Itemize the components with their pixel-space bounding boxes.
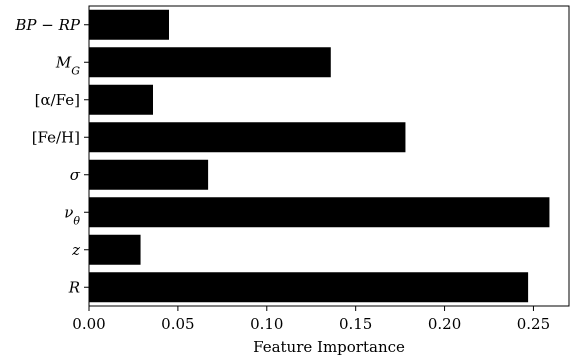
bars-group (89, 9, 550, 303)
y-tick-label-2: [α/Fe] (35, 91, 80, 109)
y-tick-label-7: R (68, 278, 80, 296)
x-tick-label-4: 0.20 (428, 315, 461, 333)
x-tick-label-3: 0.15 (339, 315, 372, 333)
x-tick-label-5: 0.25 (517, 315, 550, 333)
bar-3 (89, 122, 406, 153)
x-tick-label-2: 0.10 (250, 315, 283, 333)
bar-5 (89, 197, 550, 228)
bar-7 (89, 272, 529, 303)
bar-2 (89, 84, 153, 115)
bar-6 (89, 234, 141, 265)
y-tick-label-4: σ (70, 166, 81, 184)
y-tick-label-5: νθ (64, 203, 80, 227)
x-tick-label-0: 0.00 (72, 315, 105, 333)
x-tick-label-1: 0.05 (161, 315, 194, 333)
y-tick-label-6: z (71, 241, 80, 259)
y-ticks-group: BP − RP MG [α/Fe] [Fe/H] σ νθ z R (14, 16, 89, 296)
x-axis-title: Feature Importance (253, 338, 405, 356)
x-ticks-group: 0.00 0.05 0.10 0.15 0.20 0.25 (72, 306, 550, 333)
y-tick-label-1: MG (55, 53, 80, 77)
plot-frame (88, 5, 570, 307)
bar-1 (89, 47, 331, 78)
bar-4 (89, 159, 209, 190)
bar-0 (89, 9, 169, 40)
y-tick-label-0: BP − RP (14, 16, 81, 34)
y-tick-label-3: [Fe/H] (32, 128, 80, 146)
